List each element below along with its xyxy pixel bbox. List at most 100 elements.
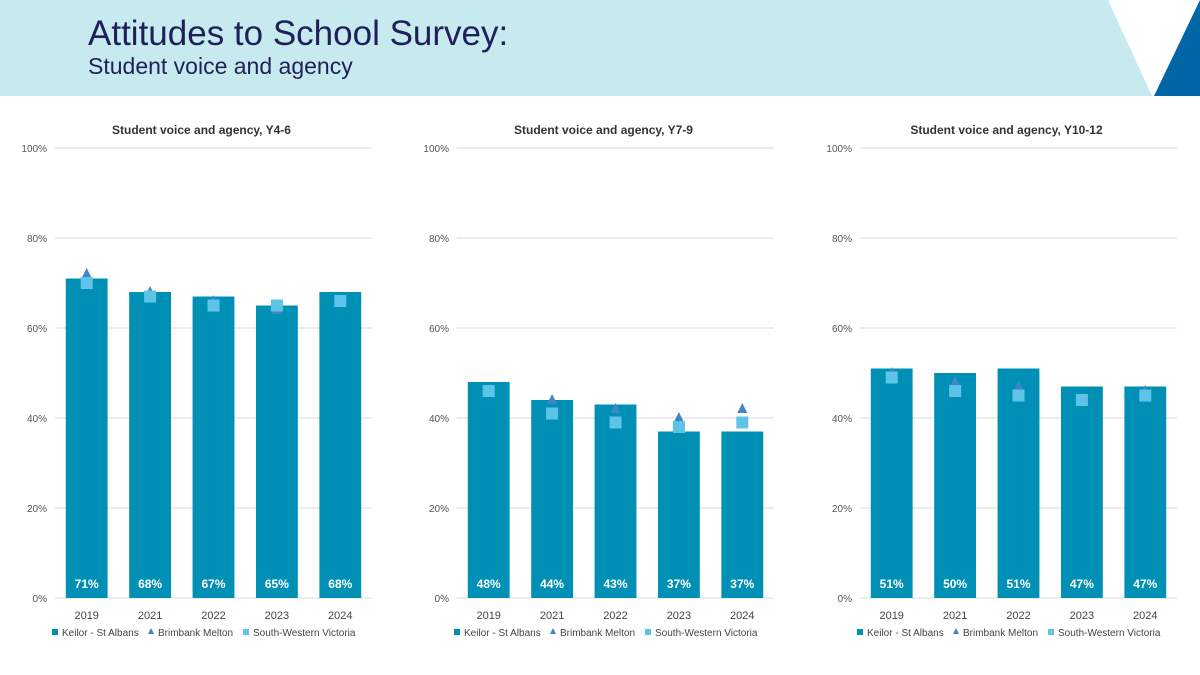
bar — [65, 278, 108, 598]
legend-label: South-Western Victoria — [1058, 628, 1161, 639]
x-tick-label: 2021 — [540, 610, 564, 622]
y-tick-label: 80% — [429, 234, 449, 245]
x-tick-label: 2019 — [476, 610, 500, 622]
square-point — [949, 385, 962, 397]
bar — [934, 373, 977, 598]
y-tick-label: 0% — [33, 594, 48, 605]
square-point — [144, 290, 157, 303]
triangle-point — [610, 403, 621, 413]
x-tick-label: 2021 — [138, 610, 162, 622]
banner-graphic — [0, 0, 1200, 96]
data-label: 50% — [943, 577, 967, 591]
data-label: 71% — [75, 577, 99, 591]
chart-title: Student voice and agency, Y4-6 — [112, 123, 291, 137]
triangle-point — [547, 394, 558, 404]
legend-label: South-Western Victoria — [253, 628, 356, 639]
legend-label: Keilor - St Albans — [867, 628, 944, 639]
bar — [1124, 386, 1167, 598]
x-tick-label: 2024 — [730, 610, 754, 622]
y-tick-label: 0% — [838, 594, 853, 605]
legend-label: Brimbank Melton — [158, 628, 233, 639]
square-point — [736, 416, 749, 429]
chart-y10-12: Student voice and agency, Y10-12 0% 20% 40%… — [815, 110, 1200, 650]
legend-label: South-Western Victoria — [655, 628, 758, 639]
y-tick-label: 60% — [27, 324, 47, 335]
square-point — [482, 385, 495, 397]
header-banner: Attitudes to School Survey: Student voic… — [0, 0, 1200, 96]
x-tick-label: 2019 — [879, 610, 903, 622]
banner-accent-dark — [1154, 0, 1200, 96]
bar — [870, 368, 913, 598]
data-label: 67% — [201, 577, 225, 591]
data-label: 51% — [1006, 577, 1030, 591]
chart-svg: Student voice and agency, Y4-6 0% 20% 40% 60… — [21, 123, 372, 639]
triangle-point — [1013, 380, 1024, 391]
y-tick-label: 100% — [21, 144, 47, 155]
x-tick-label: 2023 — [265, 610, 289, 622]
square-point — [270, 299, 283, 312]
square-point — [1012, 389, 1025, 402]
bar — [319, 292, 362, 598]
square-point — [885, 371, 898, 384]
y-tick-label: 60% — [832, 324, 852, 335]
bar — [721, 431, 764, 598]
data-label: 43% — [603, 577, 627, 591]
y-tick-label: 100% — [826, 144, 852, 155]
legend-swatch-bar — [52, 629, 58, 635]
data-label: 37% — [667, 577, 691, 591]
legend-label: Brimbank Melton — [560, 628, 635, 639]
x-tick-label: 2023 — [1070, 610, 1094, 622]
x-tick-label: 2024 — [1133, 610, 1157, 622]
bar — [255, 305, 298, 598]
data-label: 44% — [540, 577, 564, 591]
y-tick-label: 40% — [27, 414, 47, 425]
square-point — [672, 421, 685, 433]
triangle-point — [737, 403, 748, 413]
bar — [467, 382, 510, 598]
triangle-point — [950, 376, 961, 386]
chart-y7-9: Student voice and agency, Y7-9 0% 20% 40% 60… — [412, 110, 802, 650]
x-tick-label: 2022 — [201, 610, 225, 622]
x-tick-label: 2022 — [603, 610, 627, 622]
x-tick-label: 2021 — [943, 610, 967, 622]
legend-swatch-square — [1048, 629, 1054, 635]
data-label: 65% — [265, 577, 289, 591]
legend-swatch-triangle — [148, 628, 154, 634]
legend-swatch-triangle — [953, 628, 959, 634]
y-tick-label: 0% — [435, 594, 450, 605]
y-tick-label: 20% — [832, 504, 852, 515]
chart-y4-6: Student voice and agency, Y4-6 0% 20% 40% 60… — [10, 110, 400, 650]
triangle-point — [81, 268, 92, 278]
data-label: 48% — [477, 577, 501, 591]
square-point — [207, 299, 220, 312]
bar — [129, 292, 172, 598]
legend-swatch-triangle — [550, 628, 556, 634]
bar — [531, 400, 574, 598]
square-point — [334, 295, 347, 307]
y-tick-label: 60% — [429, 324, 449, 335]
x-tick-label: 2022 — [1006, 610, 1030, 622]
data-label: 47% — [1133, 577, 1157, 591]
bar — [1060, 386, 1103, 598]
bar — [997, 368, 1040, 598]
banner-background — [0, 0, 1200, 96]
x-tick-label: 2024 — [328, 610, 352, 622]
legend-swatch-square — [645, 629, 651, 635]
y-tick-label: 40% — [832, 414, 852, 425]
data-label: 47% — [1070, 577, 1094, 591]
y-tick-label: 40% — [429, 414, 449, 425]
page-title: Attitudes to School Survey: — [88, 14, 509, 53]
legend-swatch-bar — [857, 629, 863, 635]
y-tick-label: 80% — [27, 234, 47, 245]
x-tick-label: 2023 — [667, 610, 691, 622]
bar — [192, 296, 235, 598]
data-label: 51% — [880, 577, 904, 591]
page-subtitle: Student voice and agency — [88, 53, 353, 79]
y-tick-label: 100% — [423, 144, 449, 155]
data-label: 37% — [730, 577, 754, 591]
square-point — [609, 416, 622, 429]
legend-swatch-bar — [454, 629, 460, 635]
data-label: 68% — [138, 577, 162, 591]
y-tick-label: 20% — [429, 504, 449, 515]
x-tick-label: 2019 — [74, 610, 98, 622]
